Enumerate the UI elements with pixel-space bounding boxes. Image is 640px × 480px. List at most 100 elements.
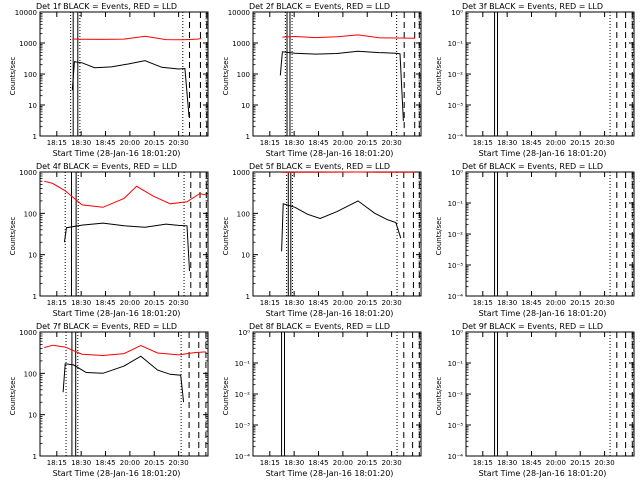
x-tick-label: 20:30 <box>169 459 189 467</box>
x-tick-label: 18:45 <box>95 139 115 147</box>
lld-rate-line <box>44 180 207 208</box>
y-tick-label: 10⁻² <box>448 71 464 79</box>
x-tick-label: 18:45 <box>521 459 541 467</box>
x-tick-label: 20:00 <box>333 139 353 147</box>
plot-title: Det 8f BLACK = Events, RED = LLD <box>248 322 391 331</box>
x-axis-label: Start Time (28-Jan-16 18:01:20) <box>265 309 394 318</box>
plot-canvas: 1 10 100 1000 10000 18:15 18:30 18:45 20:00 20:15… <box>228 9 422 147</box>
lld-rate-line <box>72 35 202 41</box>
y-tick-label: 10⁻⁴ <box>448 133 464 141</box>
x-tick-label: 18:45 <box>308 459 328 467</box>
plot-title: Det 2f BLACK = Events, RED = LLD <box>248 2 391 11</box>
x-tick-label: 18:15 <box>473 299 493 307</box>
x-tick-label: 20:00 <box>546 139 566 147</box>
x-tick-label: 20:30 <box>595 139 615 147</box>
x-tick-label: 18:30 <box>497 459 517 467</box>
plot-canvas: 10⁰ 10⁻¹ 10⁻² 10⁻³ 10⁻⁴ 18:15 18:30 18:45 20:00 2… <box>448 169 635 307</box>
x-tick-label: 18:45 <box>308 299 328 307</box>
y-tick-label: 1000 <box>232 169 250 177</box>
x-tick-label: 20:00 <box>333 459 353 467</box>
plot-panel-det-4: Det 4f BLACK = Events, RED = LLD Counts/… <box>0 160 213 320</box>
plot-panel-det-5: Det 5f BLACK = Events, RED = LLD Counts/… <box>213 160 426 320</box>
y-tick-label: 10⁰ <box>238 329 250 337</box>
event-rate-line <box>62 355 185 403</box>
y-tick-label: 10⁰ <box>451 329 463 337</box>
x-tick-label: 18:30 <box>284 459 304 467</box>
y-tick-label: 10⁻³ <box>448 422 464 430</box>
x-tick-label: 18:15 <box>47 459 67 467</box>
x-tick-label: 20:00 <box>333 299 353 307</box>
y-tick-label: 10 <box>241 102 250 110</box>
plot-canvas: 1 10 100 1000 18:15 18:30 18:45 20:00 20:15 20:30 <box>19 329 209 467</box>
x-axis-label: Start Time (28-Jan-16 18:01:20) <box>52 469 181 478</box>
x-tick-label: 18:45 <box>521 299 541 307</box>
y-tick-label: 10 <box>241 252 250 260</box>
y-tick-label: 10 <box>28 252 37 260</box>
plot-canvas: 1 10 100 1000 18:15 18:30 18:45 20:00 20:15 20:30 <box>232 169 422 307</box>
y-tick-label: 1000 <box>19 329 37 337</box>
x-tick-label: 18:15 <box>47 299 67 307</box>
x-tick-label: 18:30 <box>284 299 304 307</box>
x-tick-label: 18:45 <box>521 139 541 147</box>
y-tick-label: 10⁻¹ <box>448 360 464 368</box>
y-tick-label: 1000 <box>19 40 37 48</box>
y-tick-label: 1 <box>33 293 37 301</box>
plot-panel-det-2: Det 2f BLACK = Events, RED = LLD Counts/… <box>213 0 426 160</box>
x-tick-label: 20:30 <box>595 459 615 467</box>
x-axis-label: Start Time (28-Jan-16 18:01:20) <box>478 469 607 478</box>
x-tick-label: 20:15 <box>357 459 377 467</box>
x-axis-label: Start Time (28-Jan-16 18:01:20) <box>52 309 181 318</box>
y-tick-label: 10⁻² <box>448 231 464 239</box>
y-tick-label: 10⁻¹ <box>235 360 251 368</box>
y-tick-label: 10⁻³ <box>448 102 464 110</box>
x-tick-label: 20:15 <box>144 139 164 147</box>
plot-canvas: 10⁰ 10⁻¹ 10⁻² 10⁻³ 10⁻⁴ 18:15 18:30 18:45 20:00 2… <box>448 329 635 467</box>
x-tick-label: 20:30 <box>169 139 189 147</box>
x-tick-label: 20:00 <box>120 139 140 147</box>
plot-title: Det 5f BLACK = Events, RED = LLD <box>248 162 391 171</box>
x-tick-label: 18:45 <box>95 299 115 307</box>
x-tick-label: 20:00 <box>120 299 140 307</box>
x-tick-label: 20:00 <box>546 459 566 467</box>
y-tick-label: 1 <box>246 293 250 301</box>
y-tick-label: 10⁻¹ <box>448 40 464 48</box>
plot-panel-det-7: Det 7f BLACK = Events, RED = LLD Counts/… <box>0 320 213 480</box>
x-tick-label: 20:00 <box>546 299 566 307</box>
plot-panel-det-6: Det 6f BLACK = Events, RED = LLD Counts/… <box>426 160 639 320</box>
x-tick-label: 18:45 <box>308 139 328 147</box>
x-axis-label: Start Time (28-Jan-16 18:01:20) <box>478 309 607 318</box>
y-tick-label: 10⁻⁴ <box>448 453 464 461</box>
plot-frame <box>252 11 422 137</box>
plot-canvas: 1 10 100 1000 18:15 18:30 18:45 20:00 20:15 20:30 <box>19 169 209 307</box>
y-tick-label: 10⁻¹ <box>448 200 464 208</box>
y-tick-label: 100 <box>24 370 37 378</box>
x-tick-label: 20:15 <box>144 459 164 467</box>
event-rate-line <box>281 200 402 252</box>
x-tick-label: 20:30 <box>382 459 402 467</box>
y-tick-label: 100 <box>237 210 250 218</box>
x-tick-label: 20:30 <box>382 139 402 147</box>
x-tick-label: 20:00 <box>120 459 140 467</box>
y-tick-label: 10⁻² <box>235 391 251 399</box>
y-tick-label: 10000 <box>15 9 37 17</box>
x-tick-label: 20:15 <box>144 299 164 307</box>
plot-title: Det 6f BLACK = Events, RED = LLD <box>461 162 604 171</box>
y-tick-label: 10⁰ <box>451 9 463 17</box>
plot-panel-det-8: Det 8f BLACK = Events, RED = LLD Counts/… <box>213 320 426 480</box>
y-tick-label: 1 <box>246 133 250 141</box>
y-tick-label: 10⁻² <box>448 391 464 399</box>
plot-title: Det 4f BLACK = Events, RED = LLD <box>35 162 178 171</box>
plot-title: Det 9f BLACK = Events, RED = LLD <box>461 322 604 331</box>
y-tick-label: 100 <box>24 71 37 79</box>
x-axis-label: Start Time (28-Jan-16 18:01:20) <box>478 149 607 158</box>
y-tick-label: 1 <box>33 453 37 461</box>
plot-frame <box>465 331 635 457</box>
y-tick-label: 100 <box>24 210 37 218</box>
y-tick-label: 10⁻⁴ <box>235 453 251 461</box>
event-rate-line <box>71 60 190 118</box>
x-tick-label: 20:15 <box>357 139 377 147</box>
plot-title: Det 7f BLACK = Events, RED = LLD <box>35 322 178 331</box>
lld-rate-line <box>282 34 416 39</box>
lld-rate-line <box>44 344 206 357</box>
